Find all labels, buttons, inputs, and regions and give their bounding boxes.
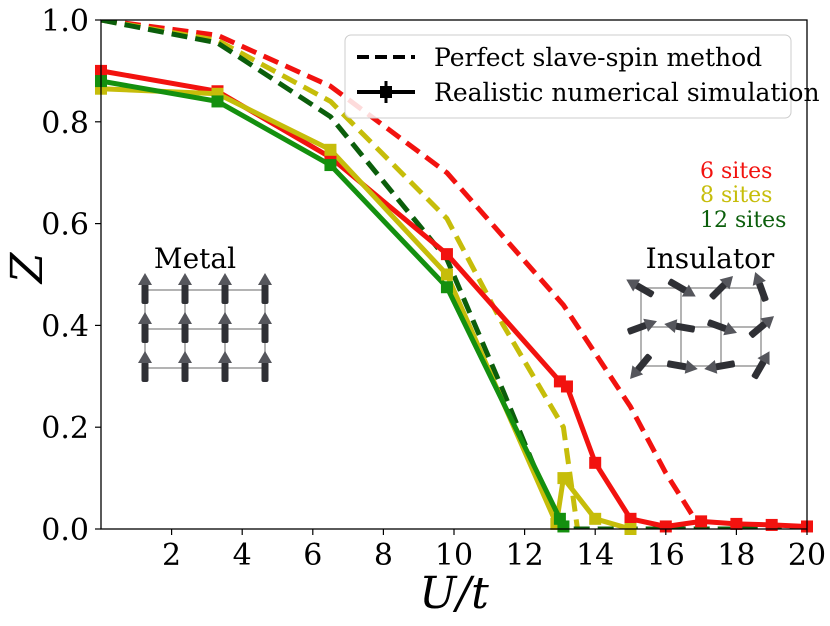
legend: Perfect slave-spin method Realistic nume… xyxy=(344,34,820,119)
spin-arrow-icon xyxy=(218,351,232,382)
x-tick-label: 18 xyxy=(717,538,755,573)
y-tick-label: 0.4 xyxy=(41,309,89,344)
x-tick-label: 2 xyxy=(162,538,181,573)
site-label-12: 12 sites xyxy=(700,208,786,233)
x-tick-label: 12 xyxy=(506,538,544,573)
spin-arrow-icon xyxy=(178,312,192,343)
data-point xyxy=(324,143,337,156)
metal-lattice-inset xyxy=(138,273,272,382)
legend-square-marker-icon xyxy=(380,86,392,98)
y-tick-label: 1.0 xyxy=(41,4,89,39)
data-point xyxy=(211,95,224,108)
spin-arrow-icon xyxy=(258,312,272,343)
x-tick-label: 8 xyxy=(374,538,393,573)
legend-entry-simulation: Realistic numerical simulation xyxy=(434,78,820,107)
solid-line-4 xyxy=(101,86,632,529)
x-tick-label: 14 xyxy=(576,538,614,573)
y-tick-label: 0.8 xyxy=(41,106,89,141)
data-point xyxy=(730,517,743,530)
site-label-6: 6 sites xyxy=(700,159,772,184)
x-tick-label: 10 xyxy=(435,538,473,573)
spin-arrow-icon xyxy=(707,319,737,336)
x-tick-label: 20 xyxy=(788,538,826,573)
spin-arrow-icon xyxy=(258,351,272,382)
data-point xyxy=(589,456,602,469)
spin-arrow-icon xyxy=(178,273,192,304)
data-point xyxy=(589,512,602,525)
data-point xyxy=(324,159,337,172)
dashed-line-2 xyxy=(101,20,807,529)
spin-arrow-icon xyxy=(709,275,734,300)
x-axis-ticks: 2 4 6 8 10 12 14 16 18 20 xyxy=(162,529,826,573)
spin-arrow-icon xyxy=(178,351,192,382)
dashed-line-1 xyxy=(101,20,580,529)
y-axis-ticks: 0.0 0.2 0.4 0.6 0.8 1.0 xyxy=(41,4,101,548)
y-tick-label: 0.2 xyxy=(41,411,89,446)
y-axis-title: Z xyxy=(2,251,53,285)
x-axis-title: U/t xyxy=(419,568,489,619)
dashed-line-0 xyxy=(101,20,704,529)
x-tick-label: 16 xyxy=(647,538,685,573)
data-point xyxy=(440,248,453,261)
data-point xyxy=(624,512,637,525)
data-point xyxy=(557,520,570,533)
spin-arrow-icon xyxy=(138,273,152,304)
spin-arrow-icon xyxy=(664,319,696,334)
spin-arrow-icon xyxy=(627,318,657,335)
x-tick-label: 4 xyxy=(233,538,252,573)
spin-arrow-icon xyxy=(748,316,775,338)
metal-annotation: Metal xyxy=(154,242,236,275)
spin-arrow-icon xyxy=(751,351,770,380)
data-point xyxy=(695,515,708,528)
legend-entry-slave-spin: Perfect slave-spin method xyxy=(434,43,762,72)
x-tick-label: 6 xyxy=(303,538,322,573)
data-point xyxy=(440,281,453,294)
y-tick-label: 0.0 xyxy=(41,513,89,548)
spin-arrow-icon xyxy=(138,312,152,343)
data-point xyxy=(560,380,573,393)
insulator-annotation: Insulator xyxy=(646,242,775,275)
spin-arrow-icon xyxy=(218,273,232,304)
data-point xyxy=(440,268,453,281)
spin-arrow-icon xyxy=(218,312,232,343)
spin-arrow-icon xyxy=(704,359,736,374)
spin-arrow-icon xyxy=(667,278,696,297)
data-point xyxy=(557,472,570,485)
spin-arrow-icon xyxy=(752,272,769,302)
spin-arrow-icon xyxy=(630,353,652,380)
data-point xyxy=(765,518,778,531)
insulator-lattice-inset xyxy=(626,272,775,380)
site-label-8: 8 sites xyxy=(700,183,772,208)
legend-box xyxy=(344,34,792,119)
spin-arrow-icon xyxy=(626,279,655,298)
spin-arrow-icon xyxy=(138,351,152,382)
y-tick-label: 0.6 xyxy=(41,208,89,243)
spin-arrow-icon xyxy=(666,359,698,374)
spin-arrow-icon xyxy=(258,273,272,304)
